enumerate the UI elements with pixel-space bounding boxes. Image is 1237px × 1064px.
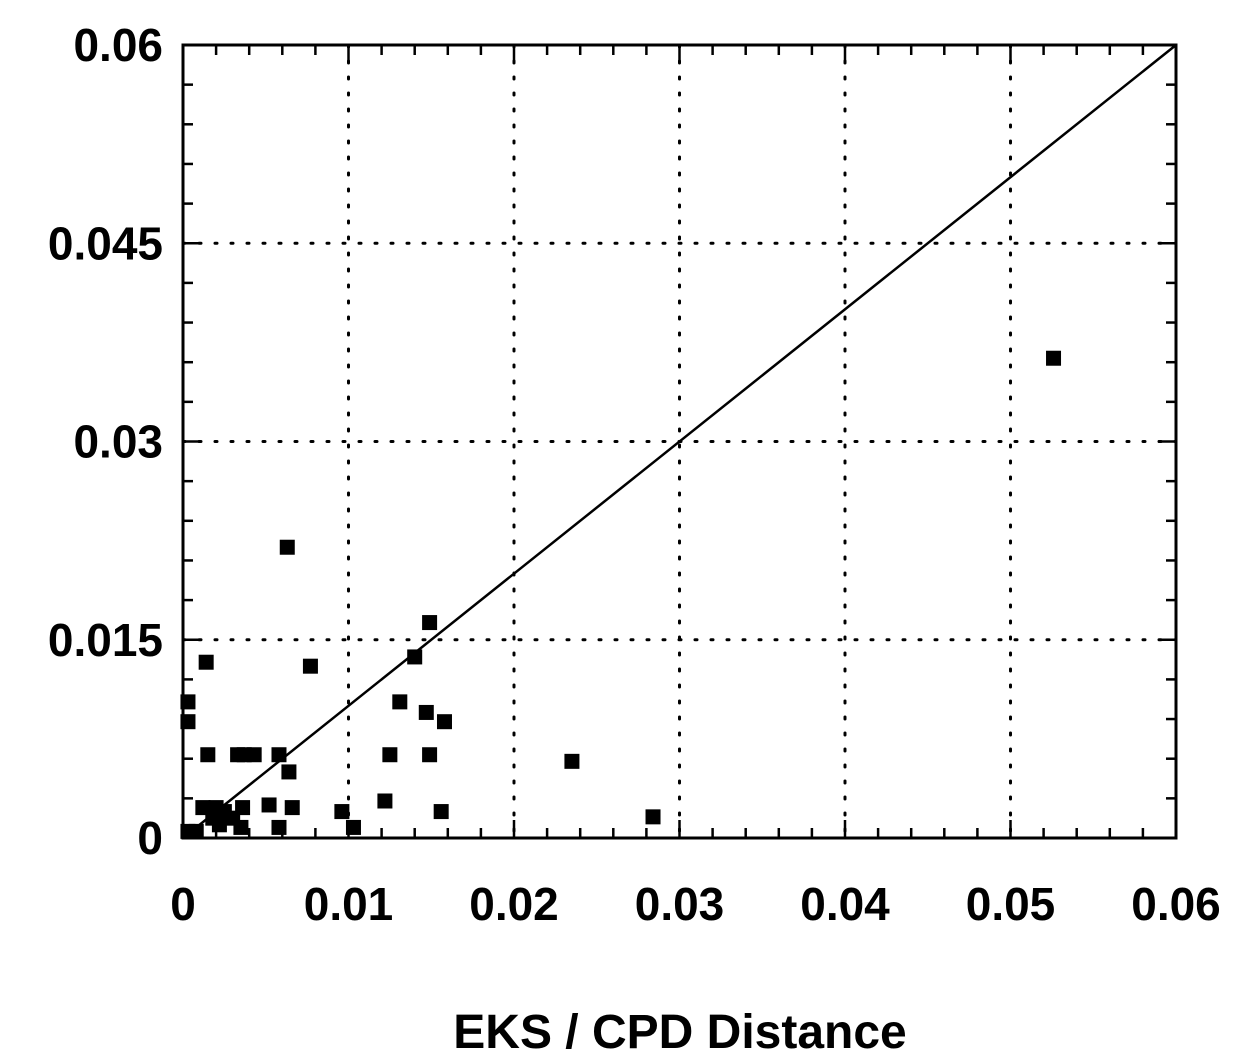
x-tick-label: 0.05 — [966, 878, 1056, 930]
y-tick-label: 0 — [137, 812, 163, 864]
y-tick-label: 0.06 — [73, 19, 163, 71]
data-point — [271, 747, 287, 763]
data-point — [180, 714, 196, 730]
data-point — [246, 747, 262, 763]
data-point — [261, 797, 277, 813]
data-point — [271, 819, 287, 835]
data-point — [418, 704, 434, 720]
data-point — [198, 654, 214, 670]
data-point — [433, 804, 449, 820]
data-point — [436, 714, 452, 730]
data-point — [279, 539, 295, 555]
data-point — [382, 747, 398, 763]
y-tick-label: 0.03 — [73, 416, 163, 468]
data-point — [422, 615, 438, 631]
data-point — [377, 793, 393, 809]
data-point — [1046, 350, 1062, 366]
plot-frame — [181, 43, 1178, 840]
data-point — [345, 819, 361, 835]
data-point — [284, 800, 300, 816]
data-point — [180, 694, 196, 710]
x-tick-label: 0.06 — [1131, 878, 1221, 930]
data-point — [302, 658, 318, 674]
x-axis-title: EKS / CPD Distance — [453, 1006, 906, 1059]
data-point — [334, 804, 350, 820]
data-points — [180, 350, 1062, 839]
data-point — [422, 747, 438, 763]
y-tick-label: 0.045 — [48, 217, 163, 269]
x-tick-label: 0.03 — [635, 878, 725, 930]
data-point — [188, 823, 204, 839]
data-point — [281, 764, 297, 780]
x-tick-label: 0.01 — [304, 878, 394, 930]
x-tick-label: 0.04 — [800, 878, 890, 930]
data-point — [392, 694, 408, 710]
identity-reference-line — [182, 44, 1177, 839]
data-point — [645, 809, 661, 825]
data-point — [233, 819, 249, 835]
x-tick-label: 0 — [170, 878, 196, 930]
x-tick-labels: 0 0.01 0.02 0.03 0.04 0.05 0.06 — [170, 878, 1221, 930]
y-tick-labels: 0 0.015 0.03 0.045 0.06 — [48, 19, 163, 864]
data-point — [407, 649, 423, 665]
data-point — [200, 747, 216, 763]
y-tick-label: 0.015 — [48, 614, 163, 666]
data-point — [235, 800, 251, 816]
data-point — [211, 817, 227, 833]
data-point — [564, 753, 580, 769]
x-tick-label: 0.02 — [469, 878, 559, 930]
